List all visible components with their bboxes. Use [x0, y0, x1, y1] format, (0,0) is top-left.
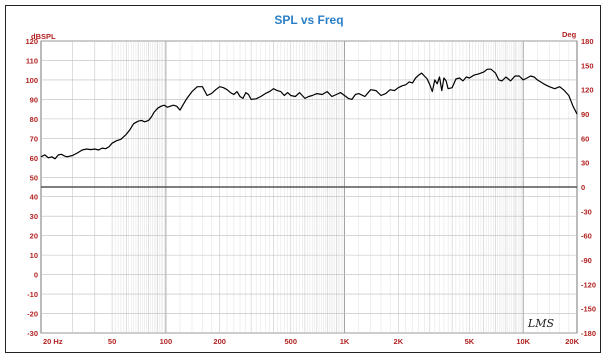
y-tick-label: 60	[30, 154, 38, 163]
right-tick-label: -30	[581, 207, 592, 216]
x-tick-label: 2K	[394, 337, 404, 346]
left-axis-unit: dBSPL	[31, 32, 56, 41]
y-tick-label: 40	[30, 193, 38, 202]
y-tick-label: -20	[27, 310, 38, 319]
x-tick-label: 1K	[340, 337, 350, 346]
x-tick-label: 20K	[565, 337, 579, 346]
x-axis-ticks: 20 Hz 50 100 200 500 1K 2K 5K 10K 20K	[43, 337, 580, 346]
right-tick-label: -60	[581, 232, 592, 241]
y-tick-label: 20	[30, 232, 38, 241]
y-tick-label: 90	[30, 95, 38, 104]
y-tick-label: 30	[30, 212, 38, 221]
x-tick-label: 500	[285, 337, 298, 346]
right-tick-label: -150	[581, 305, 596, 314]
spl-curve	[40, 68, 578, 160]
chart-title: SPL vs Freq	[274, 13, 343, 27]
right-tick-label: 150	[581, 61, 594, 70]
right-tick-label: 90	[581, 110, 589, 119]
x-tick-label: 20 Hz	[43, 337, 63, 346]
spl-frequency-chart: SPL vs Freq dBSPL Deg 120110100908070605…	[25, 13, 596, 346]
y-tick-label: 100	[25, 76, 38, 85]
x-tick-label: 10K	[516, 337, 530, 346]
chart-frame: SPL vs Freq dBSPL Deg 120 110 100 90 80 70 60 5…	[5, 5, 601, 353]
right-tick-label: 0	[581, 183, 585, 192]
x-tick-label: 50	[108, 337, 116, 346]
x-tick-label: 200	[213, 337, 226, 346]
y-tick-label: 0	[34, 271, 38, 280]
right-tick-label: 60	[581, 134, 589, 143]
y-tick-label: -30	[27, 329, 38, 338]
y-tick-label: 70	[30, 134, 38, 143]
right-tick-label: 30	[581, 159, 589, 168]
x-tick-label: 100	[160, 337, 173, 346]
y-tick-label: 10	[30, 251, 38, 260]
right-tick-label: -90	[581, 256, 592, 265]
y-tick-label: -10	[27, 290, 38, 299]
y-tick-label: 110	[26, 56, 38, 65]
y-tick-label: 80	[30, 115, 38, 124]
lms-signature: LMS	[527, 317, 555, 330]
right-tick-label: -120	[581, 280, 596, 289]
right-tick-label: 180	[581, 37, 594, 46]
x-tick-label: 5K	[465, 337, 475, 346]
right-tick-label: 120	[581, 86, 594, 95]
right-axis-unit: Deg	[562, 30, 577, 39]
right-tick-label: -180	[581, 329, 596, 338]
right-axis-ticks: 180 150 120 90 60 30 0 -30 -60 -90 -120 -150 -180	[581, 37, 596, 338]
y-tick-label: 120	[25, 37, 38, 46]
y-tick-label: 50	[30, 173, 38, 182]
